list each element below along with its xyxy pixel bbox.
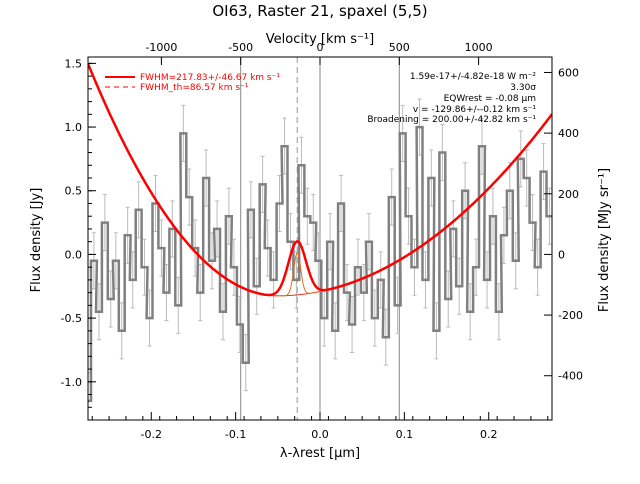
y-right-tick-label: 400	[558, 127, 579, 140]
total-fit-line	[88, 63, 552, 297]
annotation-velocity: v = -129.86+/--0.12 km s⁻¹	[413, 105, 537, 115]
x-top-tick-label: -500	[228, 41, 253, 54]
x-tick-label: -0.2	[141, 428, 162, 441]
y-right-tick-label: 0	[558, 248, 565, 261]
x-tick-label: 0.1	[396, 428, 414, 441]
y-tick-label: 1.0	[65, 121, 83, 134]
x-top-tick-label: 0	[317, 41, 324, 54]
legend-label-fwhm: FWHM=217.83+/-46.67 km s⁻¹	[140, 73, 280, 83]
x-top-tick-label: 1000	[465, 41, 493, 54]
x-top-tick-label: -1000	[145, 41, 177, 54]
x-tick-label: 0.2	[480, 428, 498, 441]
x-top-tick-label: 500	[389, 41, 410, 54]
y-right-tick-label: 600	[558, 66, 579, 79]
y-tick-label: -0.5	[61, 312, 82, 325]
legend-label-fwhm-th: FWHM_th=86.57 km s⁻¹	[140, 83, 249, 93]
annotation-sigma: 3.30σ	[510, 83, 536, 93]
annotation-broadening: Broadening = 200.00+/-42.82 km s⁻¹	[367, 115, 536, 125]
spectrum-line	[88, 125, 552, 403]
y-tick-label: 0.0	[65, 248, 83, 261]
chart-title: OI63, Raster 21, spaxel (5,5)	[212, 2, 427, 20]
annotation-flux: 1.59e-17+/-4.82e-18 W m⁻²	[410, 72, 537, 82]
x-axis-label: λ-λrest [μm]	[280, 446, 360, 461]
fit-annotations: 1.59e-17+/-4.82e-18 W m⁻² 3.30σ EQWrest …	[367, 72, 536, 125]
plot-area	[88, 57, 552, 420]
legend: FWHM=217.83+/-46.67 km s⁻¹ FWHM_th=86.57…	[105, 73, 280, 93]
x-tick-label: 0.0	[311, 428, 329, 441]
annotation-eqw: EQWrest = -0.08 μm	[444, 94, 536, 104]
axes: -0.2 -0.1 0.0 0.1 0.2 -1000 -500 0 500 1000 -1.0 -0…	[61, 41, 583, 441]
y-right-tick-label: 200	[558, 188, 579, 201]
y-tick-label: -1.0	[61, 376, 82, 389]
y-tick-label: 1.5	[65, 57, 83, 70]
x-tick-label: -0.1	[225, 428, 246, 441]
y-tick-label: 0.5	[65, 185, 83, 198]
y-right-tick-label: -400	[558, 370, 583, 383]
x-axis-top-label: Velocity [km s⁻¹]	[266, 32, 374, 47]
y-axis-label-right: Flux density [MJy sr⁻¹]	[597, 168, 612, 312]
y-axis-label-left: Flux density [Jy]	[29, 188, 44, 293]
y-right-tick-label: -200	[558, 309, 583, 322]
